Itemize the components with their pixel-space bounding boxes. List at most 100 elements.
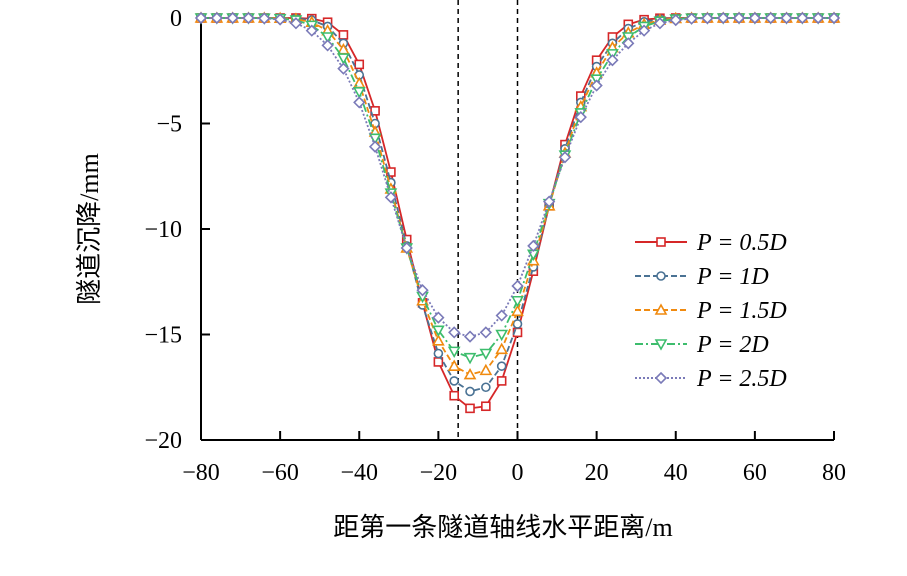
data-point	[622, 37, 635, 50]
x-tick-label: 0	[512, 460, 524, 486]
x-tick-label: −20	[420, 460, 458, 486]
data-point	[685, 12, 698, 25]
data-point	[463, 367, 477, 380]
x-axis-title: 距第一条隧道轴线水平距离/m	[333, 513, 672, 542]
data-point	[258, 12, 271, 25]
data-point	[194, 11, 208, 25]
data-point	[337, 53, 350, 65]
data-point	[495, 309, 508, 322]
legend-item: P = 0.5D	[635, 230, 787, 256]
data-point	[653, 17, 667, 30]
data-point	[780, 11, 793, 25]
y-axis-title: 隧道沉降/mm	[75, 153, 104, 305]
data-point	[796, 11, 809, 25]
legend-marker	[656, 237, 666, 247]
data-point	[511, 304, 524, 317]
x-tick-label: 40	[664, 460, 688, 486]
data-point	[606, 54, 619, 67]
legend-marker	[654, 339, 668, 351]
x-tick-label: −80	[182, 460, 220, 486]
data-point	[210, 11, 223, 25]
data-point	[447, 359, 461, 371]
data-point	[465, 386, 475, 397]
data-point	[481, 382, 491, 393]
data-point	[465, 403, 475, 414]
data-point	[226, 11, 239, 25]
legend-marker	[654, 303, 668, 315]
legend-label: P = 2.5D	[696, 366, 787, 392]
x-tick-label: 80	[822, 460, 846, 486]
data-point	[717, 11, 730, 25]
y-tick-label: −5	[156, 112, 182, 138]
series-layer	[194, 11, 841, 414]
data-point	[321, 39, 334, 52]
legend-item: P = 2D	[635, 332, 769, 358]
y-tick-label: −15	[144, 323, 182, 349]
data-point	[463, 352, 477, 365]
x-axis-ticks: −80 −60 −40 −20 0 20 40 60 80	[182, 431, 846, 486]
y-tick-label: 0	[170, 6, 182, 32]
legend-marker	[656, 271, 666, 281]
data-point	[732, 11, 746, 25]
data-point	[511, 279, 524, 293]
x-tick-label: 20	[585, 460, 609, 486]
legend-item: P = 1D	[635, 264, 769, 290]
legend: P = 0.5D P = 1D P = 1.5D P = 2D P = 2.5D	[635, 230, 787, 392]
data-point	[416, 284, 429, 297]
legend-label: P = 1.5D	[696, 298, 787, 324]
data-point	[448, 326, 461, 339]
data-point	[384, 191, 398, 204]
data-point	[447, 346, 461, 359]
data-point	[512, 319, 523, 329]
series-5	[194, 11, 841, 343]
data-point	[543, 195, 556, 208]
data-point	[433, 348, 444, 359]
x-tick-label: −60	[261, 460, 299, 486]
data-point	[432, 325, 445, 337]
data-point	[701, 12, 714, 25]
data-point	[558, 151, 572, 164]
data-point	[495, 342, 509, 355]
data-point	[338, 30, 349, 40]
data-point	[368, 133, 382, 145]
data-point	[352, 87, 366, 99]
data-point	[590, 79, 603, 92]
data-point	[370, 106, 380, 116]
data-point	[637, 24, 651, 37]
data-point	[353, 96, 366, 109]
x-tick-label: −40	[340, 460, 378, 486]
data-point	[289, 17, 303, 30]
data-point	[812, 11, 825, 25]
legend-marker	[654, 371, 668, 385]
data-point	[400, 241, 413, 255]
data-point	[827, 11, 841, 25]
data-point	[574, 111, 587, 124]
data-point	[479, 363, 493, 376]
data-point	[242, 11, 255, 25]
data-point	[481, 401, 491, 412]
data-point	[479, 326, 492, 339]
data-point	[764, 11, 777, 25]
legend-label: P = 1D	[696, 264, 769, 290]
data-point	[432, 334, 445, 346]
data-point	[273, 13, 287, 26]
plot-area: −80 −60 −40 −20 0 20 40 60 80 0 −5 −10 −15 −20	[144, 0, 846, 486]
data-point	[495, 329, 509, 342]
data-point	[527, 239, 540, 253]
data-point	[354, 59, 365, 70]
data-point	[748, 11, 762, 25]
data-point	[463, 330, 477, 343]
x-tick-label: 60	[743, 460, 767, 486]
reference-lines	[457, 0, 519, 440]
data-point	[449, 376, 460, 386]
data-point	[449, 390, 460, 401]
data-point	[305, 24, 318, 37]
data-point	[337, 62, 350, 75]
data-point	[669, 13, 682, 27]
data-point	[368, 140, 382, 153]
legend-label: P = 2D	[696, 332, 769, 358]
data-point	[432, 311, 445, 324]
data-point	[496, 376, 507, 386]
legend-label: P = 0.5D	[696, 230, 787, 256]
